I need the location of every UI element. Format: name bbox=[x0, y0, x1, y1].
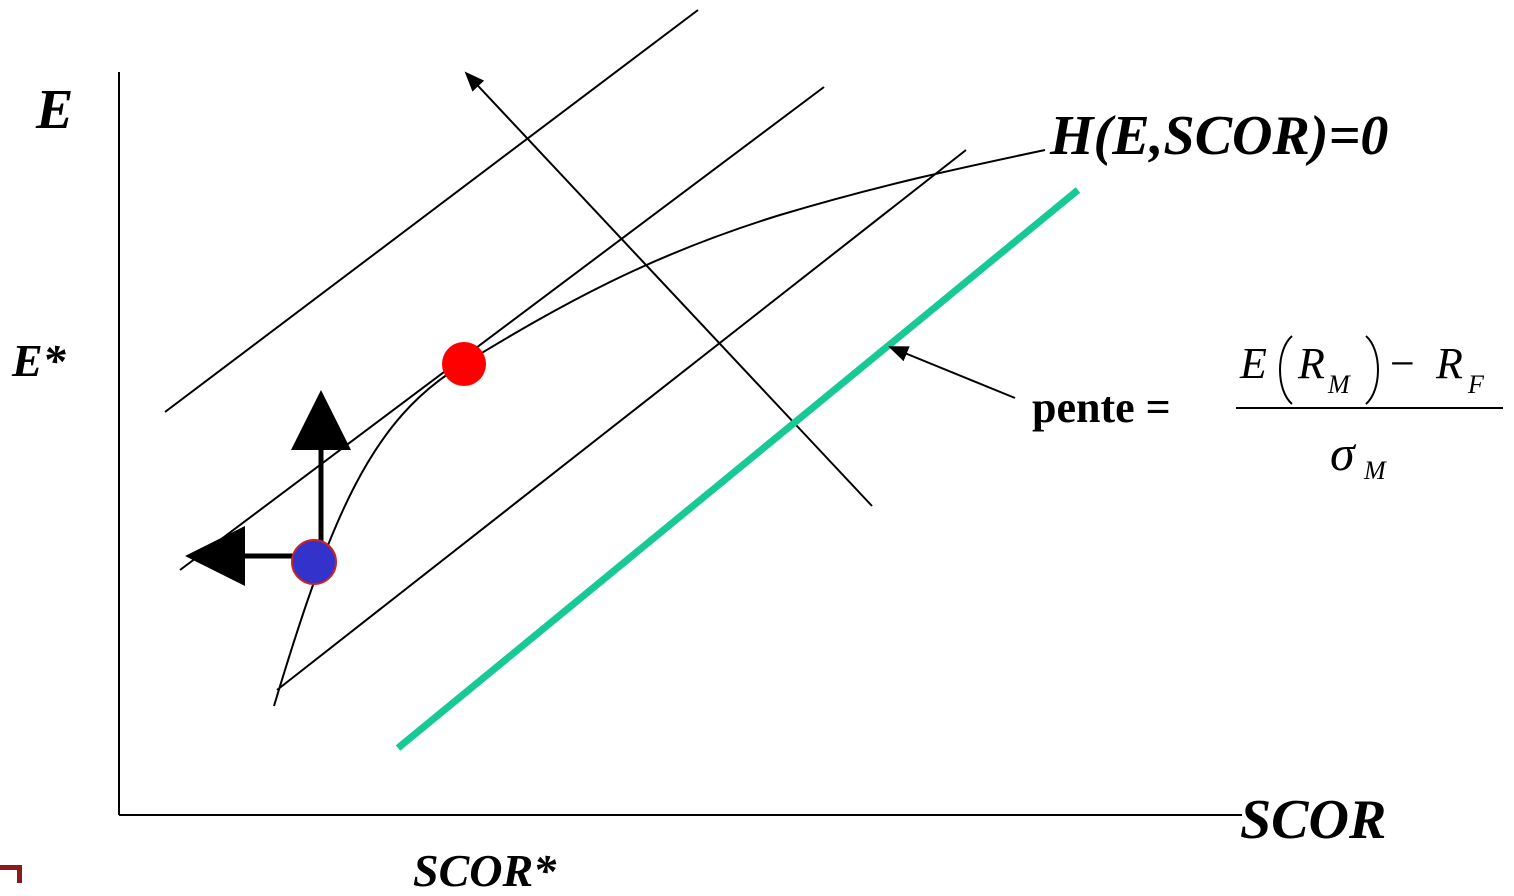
y-axis-label: E bbox=[36, 79, 74, 141]
formula-R-M: R bbox=[1298, 339, 1325, 388]
iso-line-2 bbox=[179, 86, 825, 571]
corner-mark bbox=[0, 865, 22, 883]
y-star-label: E* bbox=[12, 335, 66, 386]
x-axis-label: SCOR bbox=[1240, 789, 1387, 851]
formula-minus: − bbox=[1390, 339, 1415, 388]
formula-sub-F: F bbox=[1468, 370, 1484, 399]
slope-label: pente = bbox=[1032, 383, 1171, 432]
formula-sigma-sub-M: M bbox=[1364, 456, 1386, 485]
paren-left bbox=[1279, 335, 1293, 405]
formula-sigma: σ bbox=[1330, 425, 1355, 481]
formula-E: E bbox=[1240, 339, 1267, 388]
constraint-curve bbox=[273, 149, 1046, 707]
paren-right bbox=[1365, 335, 1379, 405]
direction-arrow bbox=[464, 71, 873, 507]
initial-point bbox=[291, 539, 337, 585]
slope-line bbox=[395, 187, 1081, 751]
iso-line-1 bbox=[164, 9, 699, 413]
optimum-point bbox=[442, 342, 486, 386]
x-star-label: SCOR* bbox=[413, 845, 557, 896]
pointer-arrow bbox=[888, 346, 1016, 399]
formula-R-F: R bbox=[1436, 339, 1463, 388]
formula-sub-M: M bbox=[1328, 370, 1350, 399]
constraint-label: H(E,SCOR)=0 bbox=[1050, 105, 1389, 167]
iso-line-3 bbox=[276, 149, 967, 691]
